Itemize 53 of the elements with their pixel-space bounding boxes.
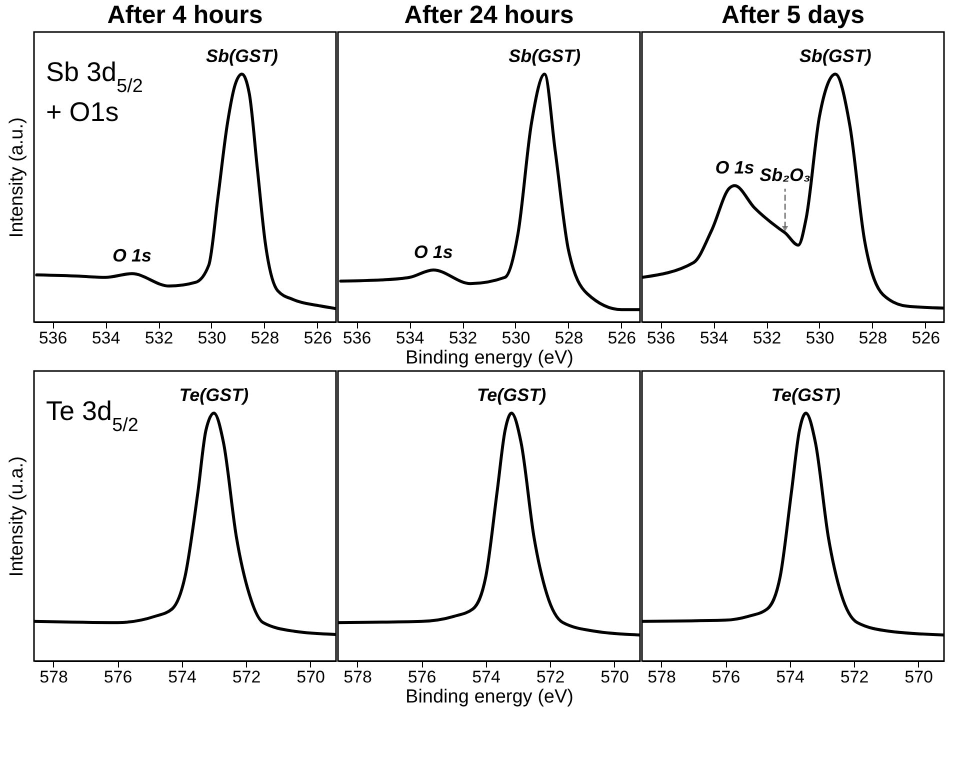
- x-tick-label: 572: [536, 668, 565, 686]
- x-tick-label: 576: [104, 668, 132, 686]
- annotation: Te(GST): [179, 385, 249, 406]
- x-tick-label: 530: [198, 328, 226, 348]
- chart-title: After 24 hours: [404, 1, 574, 29]
- annotation: Sb(GST): [206, 46, 278, 66]
- x-tick-label: 576: [408, 668, 436, 686]
- x-tick-label: 574: [776, 668, 804, 686]
- x-tick-label: 570: [904, 668, 933, 686]
- x-tick-label: 570: [296, 668, 325, 686]
- y-axis-title: Intensity (u.a.): [6, 456, 28, 577]
- x-tick-label: 572: [232, 668, 261, 686]
- annotation: O 1s: [715, 158, 754, 178]
- annotation: Sb 3d$_{5/2}$: [46, 57, 143, 96]
- x-tick-label: 570: [600, 668, 629, 686]
- x-tick-label: 572: [840, 668, 869, 686]
- x-tick-label: 574: [168, 668, 196, 686]
- x-tick-label: 530: [502, 328, 530, 348]
- x-tick-label: 528: [554, 328, 584, 348]
- x-tick-label: 534: [396, 328, 424, 348]
- x-tick-label: 526: [608, 328, 636, 348]
- x-tick-label: 532: [448, 328, 478, 348]
- annotation: O 1s: [414, 242, 453, 262]
- x-tick-label: 578: [648, 668, 676, 686]
- annotation: Te 3d$_{5/2}$: [46, 396, 138, 436]
- x-tick-label: 578: [344, 668, 372, 686]
- x-tick-label: 532: [752, 328, 782, 348]
- x-tick-label: 526: [304, 328, 332, 348]
- x-axis-title: Binding energy (eV): [406, 348, 574, 368]
- x-tick-label: 536: [38, 328, 68, 348]
- x-tick-label: 528: [858, 328, 888, 348]
- x-tick-label: 536: [342, 328, 372, 348]
- chart-title: After 4 hours: [107, 1, 263, 29]
- annotation: + O1s: [46, 97, 119, 127]
- annotation: Sb(GST): [799, 46, 872, 66]
- annotation: O 1s: [112, 246, 152, 266]
- annotation: Sb(GST): [508, 46, 581, 66]
- x-tick-label: 526: [912, 328, 940, 348]
- y-axis-title: Intensity (a.u.): [6, 117, 28, 238]
- annotation: Sb₂O₃: [760, 164, 810, 185]
- x-tick-label: 574: [472, 668, 500, 686]
- x-tick-label: 528: [250, 328, 280, 348]
- x-tick-label: 536: [646, 328, 676, 348]
- chart-title: After 5 days: [721, 1, 865, 29]
- x-axis-title: Binding energy (eV): [406, 686, 574, 708]
- x-tick-label: 534: [92, 328, 120, 348]
- x-tick-label: 530: [806, 328, 834, 348]
- annotation: Te(GST): [476, 385, 546, 406]
- x-tick-label: 576: [712, 668, 740, 686]
- x-tick-label: 534: [700, 328, 728, 348]
- x-tick-label: 532: [144, 328, 174, 348]
- x-tick-label: 578: [40, 668, 68, 686]
- annotation: Te(GST): [771, 385, 841, 406]
